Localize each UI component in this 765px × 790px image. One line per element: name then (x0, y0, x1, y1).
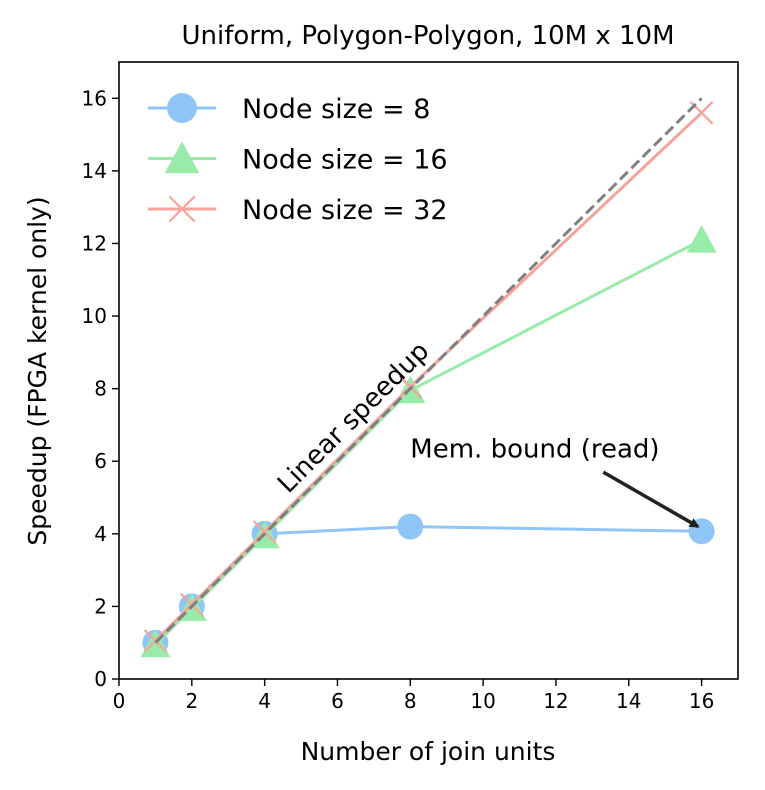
legend-item-2: Node size = 16 (148, 141, 448, 176)
y-tick-label: 2 (94, 594, 107, 618)
x-tick-label: 4 (258, 689, 271, 713)
data-point (140, 629, 171, 658)
series-line (154, 525, 702, 644)
legend-item-1: Node size = 8 (148, 93, 430, 125)
x-tick-label: 8 (404, 689, 417, 713)
x-tick-label: 6 (331, 689, 344, 713)
linear-speedup-line (154, 97, 703, 644)
y-tick-label: 6 (94, 449, 107, 473)
legend-label: Node size = 8 (242, 94, 430, 125)
chart-title: Uniform, Polygon-Polygon, 10M x 10M (181, 21, 674, 51)
x-axis-label: Number of join units (301, 737, 556, 766)
x-tick-label: 16 (689, 689, 714, 713)
y-tick-label: 16 (82, 86, 107, 110)
axes: 0 2 4 6 8 10 12 14 16 0 2 4 6 8 10 12 14 16 (82, 61, 739, 713)
x-tick-label: 12 (543, 689, 568, 713)
annotation-arrow (602, 470, 700, 529)
legend: Node size = 8 Node size = 16 Node size = 3… (148, 93, 448, 226)
y-tick-label: 8 (94, 377, 107, 401)
x-tick-label: 2 (185, 689, 198, 713)
y-tick-label: 0 (94, 667, 107, 691)
series-1 (142, 513, 715, 656)
legend-marker (168, 195, 196, 223)
legend-marker (167, 93, 197, 123)
data-point (397, 513, 424, 540)
y-tick-label: 12 (82, 231, 107, 255)
x-tick-label: 0 (113, 689, 126, 713)
legend-label: Node size = 32 (242, 195, 448, 226)
plot-frame (118, 61, 739, 680)
y-axis-label: Speedup (FPGA kernel only) (23, 196, 52, 545)
y-tick-label: 4 (94, 522, 107, 546)
x-tick-label: 10 (470, 689, 495, 713)
y-tick-label: 14 (82, 159, 107, 183)
legend-label: Node size = 16 (242, 145, 448, 176)
x-tick-label: 14 (616, 689, 641, 713)
annotation-text: Mem. bound (read) (410, 435, 659, 465)
linear-speedup-label: Linear speedup (272, 336, 435, 499)
legend-marker (164, 141, 200, 174)
data-point (686, 224, 717, 253)
legend-item-3: Node size = 32 (148, 195, 448, 226)
y-tick-label: 10 (82, 304, 107, 328)
